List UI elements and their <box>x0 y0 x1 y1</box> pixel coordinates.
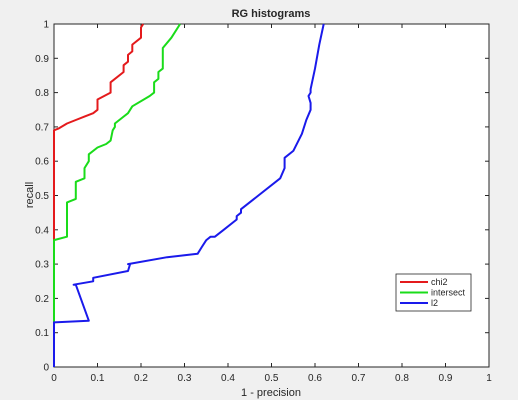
chart-title: RG histograms <box>232 8 311 20</box>
y-tick-label: 0.1 <box>35 328 49 339</box>
y-axis-label: recall <box>24 182 36 208</box>
x-tick-label: 0.7 <box>352 373 366 384</box>
x-tick-label: 0.1 <box>91 373 105 384</box>
y-tick-label: 0.2 <box>35 294 49 305</box>
x-tick-label: 0.8 <box>395 373 409 384</box>
x-tick-label: 0.6 <box>308 373 322 384</box>
x-tick-label: 0.3 <box>178 373 192 384</box>
y-tick-label: 0.8 <box>35 88 49 99</box>
y-tick-label: 0.4 <box>35 225 49 236</box>
x-tick-label: 0.2 <box>134 373 148 384</box>
y-tick-label: 0.7 <box>35 122 49 133</box>
x-tick-label: 0 <box>51 373 57 384</box>
x-tick-label: 0.5 <box>265 373 279 384</box>
x-tick-label: 1 <box>486 373 492 384</box>
legend-label-intersect: intersect <box>431 288 466 298</box>
y-tick-label: 0.5 <box>35 191 49 202</box>
x-axis-label: 1 - precision <box>241 387 301 399</box>
y-tick-label: 1 <box>43 20 49 31</box>
y-tick-label: 0.9 <box>35 54 49 65</box>
y-tick-label: 0.3 <box>35 260 49 271</box>
y-tick-label: 0.6 <box>35 157 49 168</box>
legend-label-l2: l2 <box>431 298 438 308</box>
legend-label-chi2: chi2 <box>431 277 448 287</box>
x-tick-label: 0.9 <box>439 373 453 384</box>
y-tick-label: 0 <box>43 363 49 374</box>
x-tick-label: 0.4 <box>221 373 235 384</box>
